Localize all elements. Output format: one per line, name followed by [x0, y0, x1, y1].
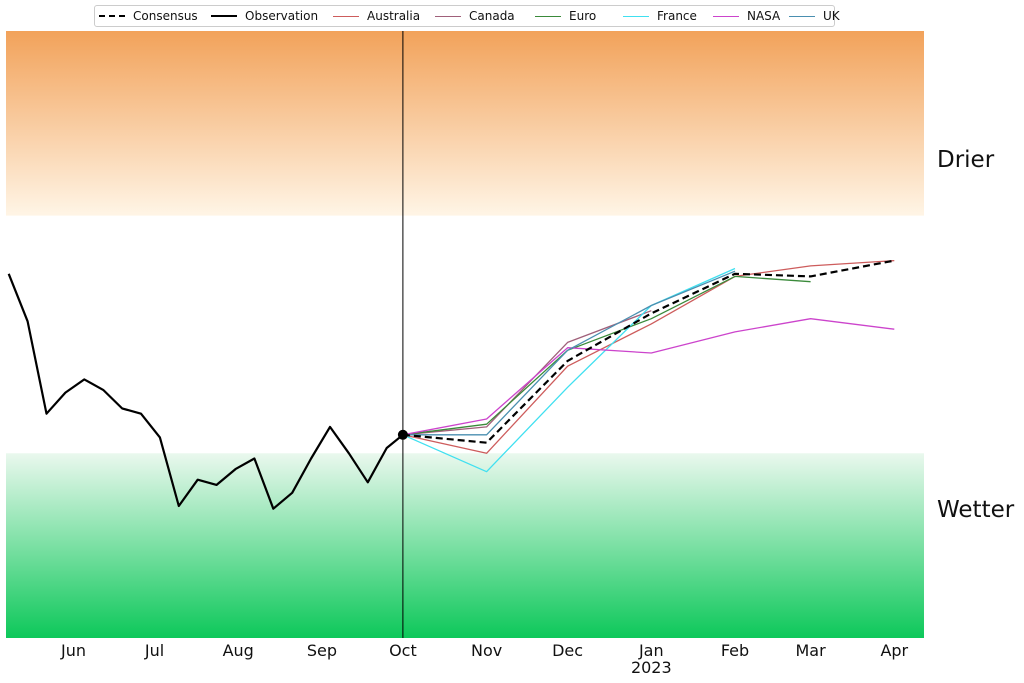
legend-item-canada: Canada: [435, 6, 515, 26]
x-tick-label: Jan: [638, 641, 664, 660]
legend-swatch: [713, 15, 739, 17]
legend-item-euro: Euro: [535, 6, 596, 26]
zone-label-drier: Drier: [937, 147, 995, 173]
series-line-euro: [402, 275, 811, 436]
legend-swatch: [99, 15, 125, 17]
legend-swatch: [535, 15, 561, 17]
legend-label: UK: [823, 9, 840, 23]
legend-item-observation: Observation: [211, 6, 318, 26]
legend-item-consensus: Consensus: [99, 6, 198, 26]
series-line-australia: [402, 259, 895, 454]
series-line-canada: [402, 310, 652, 436]
legend: Consensus Observation Australia Canada Euro F…: [94, 5, 840, 27]
legend-label: NASA: [747, 9, 781, 23]
x-tick-label: Sep: [307, 641, 337, 660]
legend-label: Canada: [469, 9, 515, 23]
legend-swatch: [623, 15, 649, 17]
series-line-france: [402, 267, 736, 473]
legend-swatch: [333, 15, 359, 17]
legend-swatch: [211, 15, 237, 17]
x-tick-label: Feb: [721, 641, 749, 660]
legend-item-france: France: [623, 6, 697, 26]
legend-label: France: [657, 9, 697, 23]
legend-item-australia: Australia: [333, 6, 420, 26]
series-line-consensus: [402, 259, 895, 444]
zone-bands: [6, 31, 924, 638]
zone-band-drier: [6, 31, 924, 216]
legend-label: Euro: [569, 9, 597, 23]
x-tick-label: Jun: [60, 641, 86, 660]
legend-swatch: [789, 15, 815, 17]
zone-band-wetter: [6, 453, 924, 638]
zone-band-neutral: [6, 215, 924, 454]
x-tick-label: Dec: [552, 641, 583, 660]
legend-item-uk: UK: [789, 6, 840, 26]
legend-item-nasa: NASA: [713, 6, 780, 26]
zone-labels: Drier Wetter: [937, 147, 1015, 523]
x-tick-year-label: 2023: [631, 658, 672, 677]
x-tick-label: Nov: [471, 641, 502, 660]
marker-layer: [397, 429, 408, 440]
series-layer: [7, 259, 895, 510]
legend-swatch: [435, 15, 461, 17]
x-tick-label: Aug: [223, 641, 254, 660]
zone-label-wetter: Wetter: [937, 497, 1015, 523]
x-tick-label: Jul: [144, 641, 164, 660]
x-tick-label: Apr: [880, 641, 908, 660]
legend-label: Australia: [367, 9, 421, 23]
forecast-start-point: [397, 429, 408, 440]
legend-label: Observation: [245, 9, 319, 23]
series-line-observation: [7, 273, 404, 510]
series-line-nasa: [402, 318, 895, 436]
x-tick-label: Mar: [796, 641, 827, 660]
legend-label: Consensus: [133, 9, 198, 23]
x-tick-label: Oct: [389, 641, 417, 660]
series-line-uk: [402, 270, 736, 436]
